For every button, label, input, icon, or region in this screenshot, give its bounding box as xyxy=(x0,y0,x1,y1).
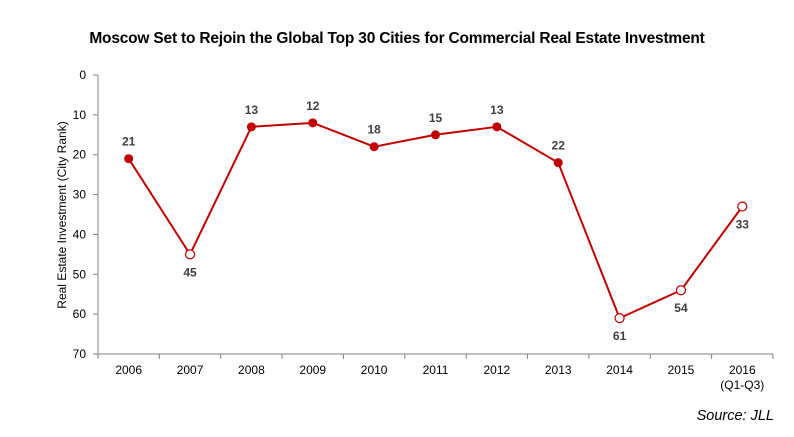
x-tick-label: 2011 xyxy=(423,363,449,377)
data-label: 18 xyxy=(367,123,381,137)
y-tick-label: 30 xyxy=(73,188,87,202)
data-point-hollow xyxy=(675,285,687,296)
data-label: 13 xyxy=(245,103,259,117)
data-point xyxy=(124,154,134,164)
y-tick-label: 40 xyxy=(73,227,87,241)
series-rank: 21 45 13 12 18 15 13 22 61 54 33 xyxy=(122,99,749,343)
data-label: 61 xyxy=(613,329,627,343)
data-label: 15 xyxy=(429,111,443,125)
data-point xyxy=(308,118,318,128)
y-axis-label: Real Estate Investment (City Rank) xyxy=(55,121,69,308)
x-tick-label: 2008 xyxy=(238,363,265,377)
y-tick-label: 60 xyxy=(73,307,87,321)
data-point xyxy=(492,122,502,132)
data-label: 54 xyxy=(674,301,688,315)
series-line xyxy=(127,121,744,320)
x-tick-label: 2006 xyxy=(115,363,142,377)
y-tick-label: 70 xyxy=(73,347,87,361)
data-label: 21 xyxy=(122,135,136,149)
data-label: 33 xyxy=(736,218,750,232)
data-point-hollow xyxy=(184,249,196,260)
y-tick-label: 20 xyxy=(73,148,87,162)
x-axis: 2006 2007 2008 2009 2010 2011 2012 2013 2014 2015… xyxy=(97,353,774,392)
data-label: 13 xyxy=(490,103,504,117)
chart-title: Moscow Set to Rejoin the Global Top 30 C… xyxy=(89,30,705,47)
data-label: 22 xyxy=(552,139,566,153)
data-point-hollow xyxy=(614,313,625,324)
x-tick-label: 2013 xyxy=(545,363,572,377)
x-tick-label-line2: (Q1-Q3) xyxy=(720,378,764,392)
x-tick-label: 2012 xyxy=(484,363,511,377)
y-axis: 0 10 20 30 40 50 60 70 xyxy=(73,68,99,361)
y-tick-label: 0 xyxy=(79,68,86,82)
data-point xyxy=(553,158,563,168)
x-tick-label: 2016 xyxy=(729,363,756,377)
data-point xyxy=(246,122,256,132)
x-tick-label: 2015 xyxy=(668,363,695,377)
x-tick-label: 2007 xyxy=(177,363,204,377)
y-tick-label: 50 xyxy=(73,267,87,281)
source-note: Source: JLL xyxy=(696,408,774,424)
data-point xyxy=(431,130,440,140)
data-point-hollow xyxy=(737,201,748,212)
x-tick-label: 2010 xyxy=(361,363,388,377)
data-point xyxy=(369,142,379,152)
x-tick-label: 2014 xyxy=(606,363,633,377)
x-tick-label: 2009 xyxy=(299,363,326,377)
data-label: 45 xyxy=(183,265,197,279)
data-label: 12 xyxy=(306,99,320,113)
y-tick-label: 10 xyxy=(73,108,87,122)
